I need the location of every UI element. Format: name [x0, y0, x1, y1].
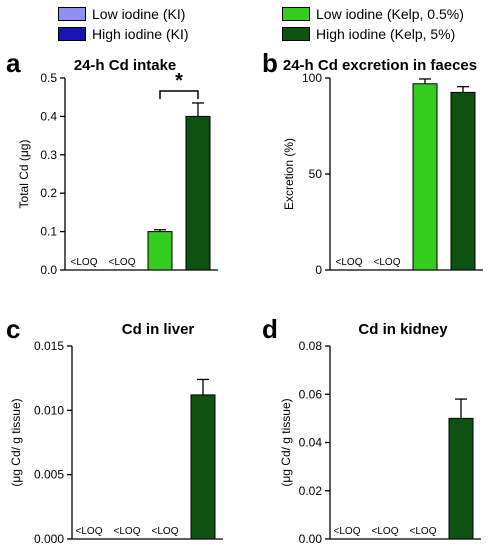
- panel-c-letter: c: [6, 314, 20, 344]
- panel-a-ytick-label: 0.2: [40, 186, 57, 200]
- panel-a-bar: [147, 231, 173, 271]
- panel-b-letter: b: [262, 48, 278, 78]
- panel-c-loq-label: <LOQ: [114, 526, 141, 537]
- panel-b-ytick-label: 100: [302, 71, 322, 85]
- panel-c-loq-label: <LOQ: [76, 526, 103, 537]
- panel-c: c Cd in liver (μg Cd/ g tissue) 0.000 0.005 0…: [6, 314, 223, 546]
- legend-label-low-ki: Low iodine (KI): [92, 6, 186, 22]
- panel-a-letter: a: [6, 48, 21, 78]
- panel-b-bar: [412, 83, 438, 271]
- legend-swatch-high-kelp: [282, 27, 310, 41]
- panel-c-bar: [190, 394, 216, 540]
- panel-c-title: Cd in liver: [122, 321, 195, 338]
- panel-d-loq-label: <LOQ: [334, 526, 361, 537]
- panel-c-ytick-label: 0.005: [34, 468, 64, 482]
- panel-b: b 24-h Cd excretion in faeces Excretion (%…: [262, 48, 483, 277]
- legend-item-high-ki: High iodine (KI): [58, 26, 189, 42]
- panel-b-ylabel: Excretion (%): [282, 138, 296, 210]
- panel-a-ytick-label: 0.0: [40, 263, 57, 277]
- panel-b-ytick-label: 0: [315, 263, 322, 277]
- panel-c-ylabel: (μg Cd/ g tissue): [9, 398, 23, 486]
- panel-a-ytick-label: 0.4: [40, 109, 57, 123]
- panel-b-loq-label: <LOQ: [374, 257, 401, 268]
- panel-a-loq-label: <LOQ: [71, 257, 98, 268]
- panel-d: d Cd in kidney (μg Cd/ g tissue) 0.00 0.02 0.…: [262, 314, 481, 546]
- panel-c-loq-label: <LOQ: [152, 526, 179, 537]
- panel-a-title: 24-h Cd intake: [74, 57, 177, 74]
- panel-a-significance-bracket: [159, 90, 199, 99]
- panel-b-title: 24-h Cd excretion in faeces: [283, 57, 477, 74]
- panel-a-ytick-label: 0.5: [40, 71, 57, 85]
- panel-a-ytick-label: 0.3: [40, 148, 57, 162]
- legend-item-low-kelp: Low iodine (Kelp, 0.5%): [282, 6, 464, 22]
- legend-item-low-ki: Low iodine (KI): [58, 6, 185, 22]
- panel-d-ytick-label: 0.08: [299, 339, 323, 353]
- panel-c-ytick-label: 0.000: [34, 532, 64, 546]
- panel-d-bar: [448, 417, 474, 540]
- legend: Low iodine (KI) High iodine (KI) Low iod…: [0, 2, 500, 46]
- panel-d-letter: d: [262, 314, 278, 344]
- legend-label-high-ki: High iodine (KI): [92, 26, 189, 42]
- panel-b-loq-label: <LOQ: [336, 257, 363, 268]
- panel-a-significance-label: *: [175, 70, 183, 92]
- legend-label-low-kelp: Low iodine (Kelp, 0.5%): [316, 6, 464, 22]
- panel-d-ytick-label: 0.02: [299, 484, 323, 498]
- panel-a-bar: [185, 115, 211, 271]
- panel-a-ylabel: Total Cd (μg): [17, 140, 31, 209]
- panel-b-ytick-label: 50: [309, 167, 323, 181]
- panel-c-ytick-label: 0.015: [34, 339, 64, 353]
- legend-swatch-low-kelp: [282, 7, 310, 21]
- panel-d-title: Cd in kidney: [358, 321, 448, 338]
- panel-b-bar: [450, 91, 476, 271]
- panel-a: a 24-h Cd intake Total Cd (μg) 0.0 0.1 0.2 0.3…: [6, 48, 218, 277]
- legend-item-high-kelp: High iodine (Kelp, 5%): [282, 26, 455, 42]
- panel-d-loq-label: <LOQ: [372, 526, 399, 537]
- panel-d-ytick-label: 0.04: [299, 436, 323, 450]
- panel-d-ytick-label: 0.00: [299, 532, 323, 546]
- legend-label-high-kelp: High iodine (Kelp, 5%): [316, 26, 456, 42]
- legend-swatch-high-ki: [58, 27, 86, 41]
- panel-a-loq-label: <LOQ: [109, 257, 136, 268]
- panel-d-ylabel: (μg Cd/ g tissue): [279, 398, 293, 486]
- panel-d-loq-label: <LOQ: [410, 526, 437, 537]
- panel-c-ytick-label: 0.010: [34, 403, 64, 417]
- legend-swatch-low-ki: [58, 7, 86, 21]
- panel-a-ytick-label: 0.1: [40, 225, 57, 239]
- panel-d-ytick-label: 0.06: [299, 387, 323, 401]
